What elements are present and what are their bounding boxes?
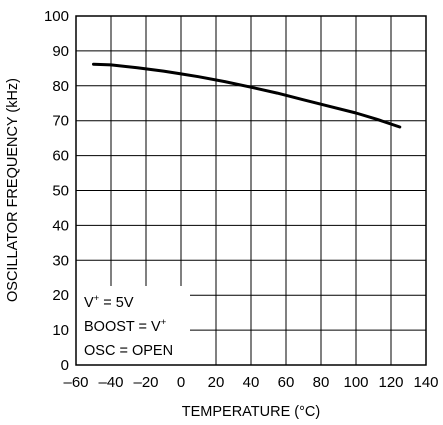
y-tick-label: 60 bbox=[52, 148, 69, 165]
plot-frame bbox=[75, 15, 427, 366]
y-tick-label: 70 bbox=[52, 113, 69, 130]
x-tick-label: –60 bbox=[63, 374, 88, 391]
x-tick-label: 20 bbox=[208, 374, 225, 391]
annotation-box bbox=[76, 286, 190, 365]
y-tick-labels: 0 10 20 30 40 50 60 70 80 90 100 bbox=[44, 8, 69, 374]
y-tick-label: 40 bbox=[52, 217, 69, 234]
y-tick-label: 90 bbox=[52, 43, 69, 60]
y-tick-label: 80 bbox=[52, 78, 69, 95]
x-tick-labels: –60 –40 –20 0 20 40 60 80 100 120 140 bbox=[63, 374, 438, 391]
y-tick-label: 50 bbox=[52, 183, 69, 200]
x-tick-label: –20 bbox=[133, 374, 158, 391]
y-tick-label: 30 bbox=[52, 252, 69, 269]
y-axis-title: OSCILLATOR FREQUENCY (kHz) bbox=[5, 78, 21, 302]
annotation-line-1: V+ = 5V bbox=[84, 293, 134, 311]
annotation-line-3: OSC = OPEN bbox=[84, 343, 173, 359]
y-tick-label: 100 bbox=[44, 8, 69, 25]
x-tick-label: 140 bbox=[413, 374, 438, 391]
annotation-line-2: BOOST = V+ bbox=[84, 317, 167, 335]
y-tick-label: 20 bbox=[52, 287, 69, 304]
y-tick-label: 10 bbox=[52, 322, 69, 339]
frequency-curve bbox=[92, 62, 402, 129]
x-axis-title: TEMPERATURE (°C) bbox=[182, 404, 320, 420]
y-tick-label: 0 bbox=[61, 357, 69, 374]
x-tick-label: 80 bbox=[313, 374, 330, 391]
x-tick-label: 100 bbox=[343, 374, 368, 391]
x-tick-label: –40 bbox=[98, 374, 123, 391]
x-tick-label: 40 bbox=[243, 374, 260, 391]
x-tick-label: 120 bbox=[378, 374, 403, 391]
x-tick-label: 60 bbox=[278, 374, 295, 391]
x-tick-label: 0 bbox=[177, 374, 185, 391]
